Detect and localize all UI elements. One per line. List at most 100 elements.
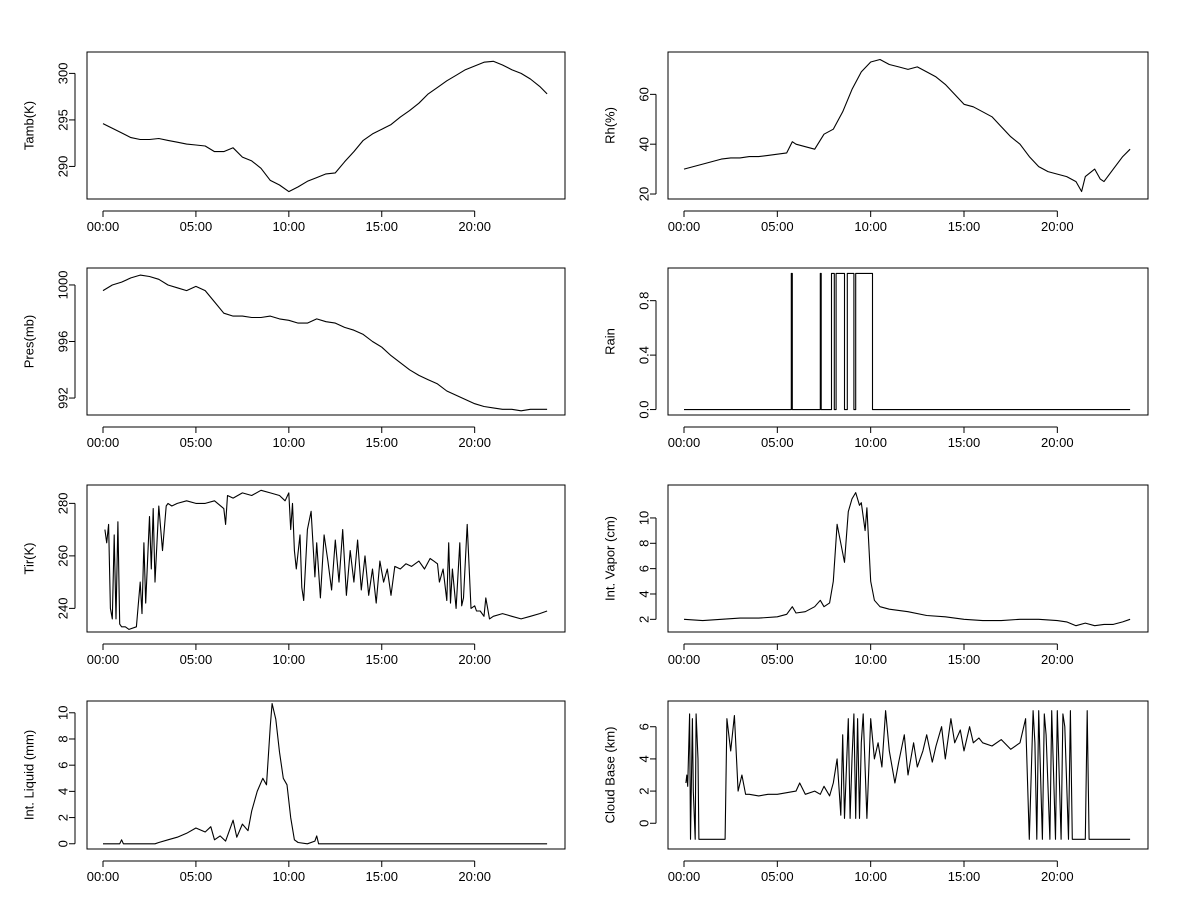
x-tick-label: 10:00	[854, 219, 887, 234]
y-axis-label: Tamb(K)	[22, 101, 37, 150]
y-tick-label: 240	[56, 598, 71, 620]
series-line	[104, 489, 548, 630]
chart-panel-4: 00:00 05:00 10:00 15:00 20:00 0.0 0.4 0.8 Rain	[603, 267, 1149, 450]
x-tick-label: 15:00	[365, 219, 398, 234]
x-tick-label: 05:00	[180, 652, 213, 667]
y-tick-label: 260	[56, 545, 71, 567]
chart-panel-7: 00:00 05:00 10:00 15:00 20:00 0 2 4 6 8 10 Int. Liq…	[22, 700, 566, 884]
x-tick-label: 10:00	[273, 652, 306, 667]
y-tick-label: 0.4	[637, 346, 652, 364]
y-tick-label: 2	[637, 616, 652, 623]
x-tick-label: 10:00	[854, 435, 887, 450]
y-tick-label: 0.0	[637, 401, 652, 419]
x-tick-label: 00:00	[668, 652, 701, 667]
x-tick-label: 15:00	[365, 869, 398, 884]
x-tick-label: 10:00	[854, 869, 887, 884]
chart-panel-3: 00:00 05:00 10:00 15:00 20:00 992 996 1000 Pres(…	[22, 267, 566, 450]
x-tick-label: 00:00	[87, 435, 120, 450]
y-axis-label: Int. Vapor (cm)	[603, 516, 618, 601]
x-tick-label: 15:00	[365, 435, 398, 450]
y-tick-label: 4	[637, 590, 652, 597]
x-tick-label: 20:00	[1041, 652, 1074, 667]
y-tick-label: 2	[56, 814, 71, 821]
chart-panel-2: 00:00 05:00 10:00 15:00 20:00 20 40 60 Rh(%)	[603, 51, 1149, 234]
series-line	[102, 274, 548, 412]
y-axis-label: Rain	[603, 328, 618, 355]
plot-frame	[86, 484, 566, 633]
y-tick-label: 4	[56, 788, 71, 795]
y-tick-label: 6	[56, 762, 71, 769]
y-tick-label: 60	[637, 87, 652, 101]
x-tick-label: 00:00	[87, 869, 120, 884]
y-tick-label: 8	[56, 735, 71, 742]
x-tick-label: 00:00	[668, 219, 701, 234]
series-line	[685, 710, 1131, 840]
y-tick-label: 40	[637, 137, 652, 151]
y-tick-label: 290	[56, 156, 71, 178]
y-tick-label: 300	[56, 63, 71, 85]
y-tick-label: 1000	[56, 271, 71, 300]
y-axis-label: Rh(%)	[603, 107, 618, 144]
y-tick-label: 2	[637, 787, 652, 794]
y-tick-label: 992	[56, 387, 71, 409]
x-tick-label: 05:00	[761, 652, 794, 667]
plot-frame	[667, 51, 1149, 200]
y-tick-label: 295	[56, 109, 71, 131]
x-tick-label: 15:00	[948, 652, 981, 667]
plot-frame	[86, 267, 566, 416]
x-tick-label: 00:00	[668, 869, 701, 884]
series-line	[683, 58, 1131, 193]
x-tick-label: 05:00	[180, 219, 213, 234]
x-tick-label: 15:00	[365, 652, 398, 667]
x-tick-label: 10:00	[273, 435, 306, 450]
x-tick-label: 20:00	[1041, 219, 1074, 234]
y-tick-label: 8	[637, 540, 652, 547]
x-tick-label: 00:00	[668, 435, 701, 450]
x-tick-label: 05:00	[761, 869, 794, 884]
x-tick-label: 10:00	[854, 652, 887, 667]
x-tick-label: 10:00	[273, 869, 306, 884]
y-tick-label: 0	[637, 820, 652, 827]
y-axis-label: Tir(K)	[22, 542, 37, 574]
x-tick-label: 05:00	[180, 869, 213, 884]
x-tick-label: 20:00	[458, 219, 491, 234]
x-tick-label: 15:00	[948, 435, 981, 450]
x-tick-label: 15:00	[948, 219, 981, 234]
x-tick-label: 00:00	[87, 652, 120, 667]
y-axis-label: Int. Liquid (mm)	[22, 730, 37, 820]
x-tick-label: 05:00	[761, 219, 794, 234]
plot-frame	[86, 700, 566, 850]
series-line	[103, 703, 548, 845]
plot-frame	[667, 484, 1149, 633]
y-axis-label: Cloud Base (km)	[603, 727, 618, 824]
x-tick-label: 05:00	[761, 435, 794, 450]
y-axis-label: Pres(mb)	[22, 315, 37, 368]
y-tick-label: 20	[637, 187, 652, 201]
x-tick-label: 20:00	[1041, 435, 1074, 450]
y-tick-label: 0	[56, 840, 71, 847]
chart-panel-6: 00:00 05:00 10:00 15:00 20:00 2 4 6 8 10 Int. Vapo…	[603, 484, 1149, 667]
plot-frame	[667, 700, 1149, 850]
y-tick-label: 4	[637, 755, 652, 762]
y-tick-label: 10	[56, 706, 71, 720]
x-tick-label: 20:00	[458, 869, 491, 884]
x-tick-label: 05:00	[180, 435, 213, 450]
y-tick-label: 0.8	[637, 292, 652, 310]
series-line	[684, 272, 1131, 411]
x-tick-label: 00:00	[87, 219, 120, 234]
x-tick-label: 20:00	[1041, 869, 1074, 884]
chart-panel-5: 00:00 05:00 10:00 15:00 20:00 240 260 280 Tir(K)	[22, 484, 566, 667]
x-tick-label: 20:00	[458, 435, 491, 450]
series-line	[683, 492, 1131, 627]
chart-panel-8: 00:00 05:00 10:00 15:00 20:00 0 2 4 6 Cloud Base …	[603, 700, 1149, 884]
y-tick-label: 280	[56, 493, 71, 515]
series-line	[102, 60, 548, 193]
chart-panel-1: 00:00 05:00 10:00 15:00 20:00 290 295 300 Tamb(K…	[22, 51, 566, 234]
y-tick-label: 6	[637, 723, 652, 730]
y-tick-label: 6	[637, 565, 652, 572]
x-tick-label: 20:00	[458, 652, 491, 667]
plot-frame	[667, 267, 1149, 416]
x-tick-label: 10:00	[273, 219, 306, 234]
y-tick-label: 996	[56, 331, 71, 353]
